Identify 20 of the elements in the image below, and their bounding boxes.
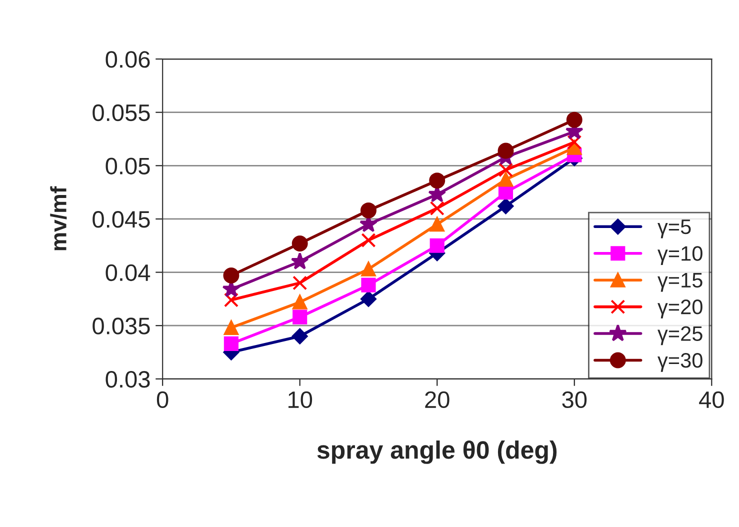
legend-label: γ=25: [658, 326, 702, 346]
y-axis-title: mv/mf: [50, 186, 67, 250]
x-axis-title: spray angle θ0 (deg): [317, 440, 557, 464]
legend-label: γ=15: [658, 273, 702, 292]
y-tick-label: 0.045: [92, 211, 150, 228]
x-tick-label: 0: [156, 391, 168, 408]
legend-label: γ=30: [658, 352, 702, 372]
y-tick-label: 0.05: [106, 158, 150, 174]
y-tick-label: 0.04: [106, 264, 150, 282]
legend-label: γ=5: [658, 220, 691, 238]
y-tick-label: 0.055: [92, 104, 150, 122]
x-tick-label: 10: [288, 391, 312, 408]
x-tick-label: 30: [562, 391, 587, 408]
x-tick-label: 20: [425, 391, 450, 408]
x-tick-label: 40: [699, 391, 724, 408]
legend-label: γ=10: [658, 246, 702, 265]
y-tick-label: 0.06: [106, 51, 150, 68]
y-tick-label: 0.03: [106, 370, 150, 388]
y-tick-label: 0.035: [92, 318, 150, 334]
legend-label: γ=20: [658, 300, 702, 318]
